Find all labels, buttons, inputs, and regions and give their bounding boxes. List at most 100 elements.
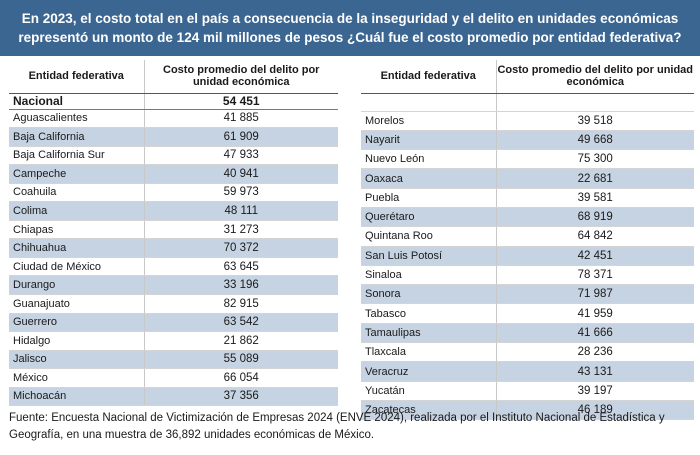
right-table: Entidad federativa Costo promedio del de… xyxy=(361,60,694,421)
cost-value: 68 919 xyxy=(495,207,694,228)
entity-name: Hidalgo xyxy=(9,331,144,351)
cost-value: 41 666 xyxy=(495,323,694,344)
entity-name: Quintana Roo xyxy=(361,226,496,247)
cost-value: 41 885 xyxy=(143,109,338,129)
table-row: Querétaro 68 919 xyxy=(361,207,694,228)
cost-value: 39 581 xyxy=(495,188,694,208)
table-row: Nayarit 49 668 xyxy=(361,130,694,151)
entity-name: Oaxaca xyxy=(361,168,496,189)
spacer-row xyxy=(361,93,694,112)
national-label: Nacional xyxy=(9,93,144,110)
table-row: Chiapas 31 273 xyxy=(9,220,338,240)
cost-value: 71 987 xyxy=(495,284,694,305)
entity-name: Morelos xyxy=(361,111,496,131)
national-row: Nacional 54 451 xyxy=(9,93,338,110)
entity-name: Nuevo León xyxy=(361,149,496,170)
cost-value: 48 111 xyxy=(143,201,338,221)
cost-column-header: Costo promedio del delito por unidad eco… xyxy=(143,60,338,94)
table-row: Durango 33 196 xyxy=(9,275,338,295)
cost-value: 41 959 xyxy=(495,303,694,324)
entity-name: Colima xyxy=(9,201,144,221)
entity-name: Jalisco xyxy=(9,350,144,370)
entity-name: Zacatecas xyxy=(361,400,496,421)
entity-name: Baja California Sur xyxy=(9,146,144,166)
entity-name: Guanajuato xyxy=(9,294,144,314)
cost-value: 63 645 xyxy=(143,257,338,277)
cost-value: 42 451 xyxy=(495,246,694,266)
cost-value: 64 842 xyxy=(495,226,694,247)
table-row: Ciudad de México 63 645 xyxy=(9,257,338,277)
entity-name: Coahuila xyxy=(9,183,144,203)
table-row: Campeche 40 941 xyxy=(9,164,338,184)
cost-value: 70 372 xyxy=(143,238,338,258)
entity-name: Tabasco xyxy=(361,303,496,324)
cost-value: 21 862 xyxy=(143,331,338,351)
entity-name: Chiapas xyxy=(9,220,144,240)
table-row: Veracruz 43 131 xyxy=(361,361,694,382)
entity-name: San Luis Potosí xyxy=(361,246,496,266)
table-row: Chihuahua 70 372 xyxy=(9,238,338,258)
source-note: Fuente: Encuesta Nacional de Victimizaci… xyxy=(9,412,665,441)
table-row: Oaxaca 22 681 xyxy=(361,168,694,189)
cost-value: 47 933 xyxy=(143,146,338,166)
table-row: Sonora 71 987 xyxy=(361,284,694,305)
cost-column-header: Costo promedio del delito por unidad eco… xyxy=(495,60,694,94)
entity-name: Ciudad de México xyxy=(9,257,144,277)
cost-value: 82 915 xyxy=(143,294,338,314)
table-row: Zacatecas 46 189 xyxy=(361,400,694,421)
table-row: México 66 054 xyxy=(9,368,338,388)
cost-value: 49 668 xyxy=(495,130,694,151)
cost-value: 46 189 xyxy=(495,400,694,421)
entity-name: Sonora xyxy=(361,284,496,305)
table-row: Tlaxcala 28 236 xyxy=(361,342,694,363)
title-banner: En 2023, el costo total en el país a con… xyxy=(0,0,700,56)
entity-name: Veracruz xyxy=(361,361,496,382)
entity-name: Chihuahua xyxy=(9,238,144,258)
table-row: Baja California Sur 47 933 xyxy=(9,146,338,166)
table-row: San Luis Potosí 42 451 xyxy=(361,246,694,266)
table-row: Yucatán 39 197 xyxy=(361,381,694,401)
entity-name: Campeche xyxy=(9,164,144,184)
table-row: Sinaloa 78 371 xyxy=(361,265,694,286)
national-value: 54 451 xyxy=(143,93,338,110)
table-row: Morelos 39 518 xyxy=(361,111,694,131)
cost-value: 55 089 xyxy=(143,350,338,370)
table-row: Tabasco 41 959 xyxy=(361,303,694,324)
entity-name: Baja California xyxy=(9,127,144,147)
cost-value: 66 054 xyxy=(143,368,338,388)
cost-value: 37 356 xyxy=(143,387,338,407)
entity-name: Aguascalientes xyxy=(9,109,144,129)
entity-name: Nayarit xyxy=(361,130,496,151)
cost-value: 31 273 xyxy=(143,220,338,240)
table-row: Baja California 61 909 xyxy=(9,127,338,147)
entity-name: Guerrero xyxy=(9,313,144,333)
table-row: Guanajuato 82 915 xyxy=(9,294,338,314)
table-row: Quintana Roo 64 842 xyxy=(361,226,694,247)
cost-value: 39 518 xyxy=(495,111,694,131)
cost-value: 33 196 xyxy=(143,275,338,295)
entity-name: Tamaulipas xyxy=(361,323,496,344)
entity-column-header: Entidad federativa xyxy=(361,60,496,94)
entity-name: Durango xyxy=(9,275,144,295)
entity-name: Michoacán xyxy=(9,387,144,407)
cost-value: 61 909 xyxy=(143,127,338,147)
left-table: Entidad federativa Costo promedio del de… xyxy=(9,60,338,407)
table-row: Aguascalientes 41 885 xyxy=(9,109,338,129)
cost-value: 39 197 xyxy=(495,381,694,401)
entity-name: Yucatán xyxy=(361,381,496,401)
table-row: Puebla 39 581 xyxy=(361,188,694,208)
entity-name: Tlaxcala xyxy=(361,342,496,363)
cost-value: 40 941 xyxy=(143,164,338,184)
table-row: Guerrero 63 542 xyxy=(9,313,338,333)
cost-value: 78 371 xyxy=(495,265,694,286)
table-row: Jalisco 55 089 xyxy=(9,350,338,370)
cost-value: 75 300 xyxy=(495,149,694,170)
cost-value: 43 131 xyxy=(495,361,694,382)
entity-name: Querétaro xyxy=(361,207,496,228)
table-row: Coahuila 59 973 xyxy=(9,183,338,203)
table-row: Colima 48 111 xyxy=(9,201,338,221)
cost-value: 63 542 xyxy=(143,313,338,333)
entity-name: México xyxy=(9,368,144,388)
entity-column-header: Entidad federativa xyxy=(9,60,144,94)
